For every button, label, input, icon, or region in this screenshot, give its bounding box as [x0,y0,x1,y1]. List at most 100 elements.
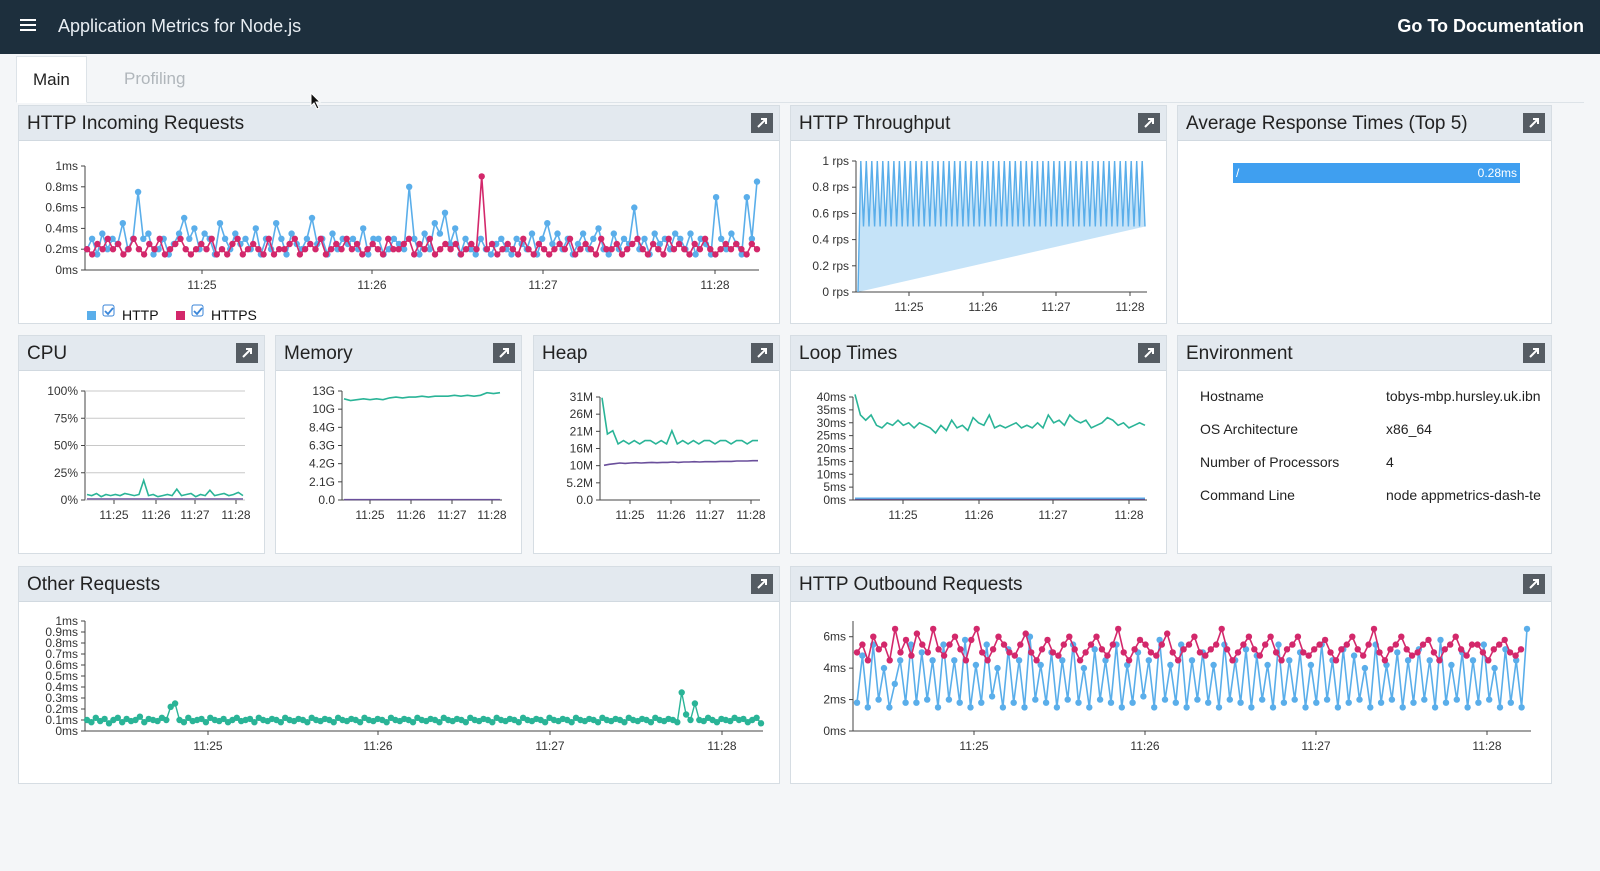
data-point [1464,704,1471,711]
data-point [968,636,975,644]
expand-icon[interactable] [1523,574,1545,594]
data-point [520,235,527,242]
panel-title: Heap [542,343,588,364]
data-point [330,719,337,726]
y-tick-label: 10G [312,402,335,416]
data-point [1338,646,1345,653]
data-point [707,251,715,258]
data-point [317,235,324,242]
data-point [951,657,958,664]
average-response-panel: Average Response Times (Top 5) / 0.28ms [1177,105,1552,324]
data-point [540,246,548,253]
http-incoming-panel: HTTP Incoming Requests 0ms 0.2ms 0.4ms 0.6m… [18,105,780,324]
data-point [681,246,688,253]
y-tick-label: 2ms [823,693,846,707]
y-tick-label: 2.1G [309,475,335,489]
data-point [1075,699,1082,706]
data-point [1463,652,1470,659]
data-point [1178,641,1185,648]
data-point [119,719,126,726]
data-point [859,641,866,648]
data-point [738,251,745,258]
data-point [561,246,568,253]
expand-icon[interactable] [236,343,258,363]
data-point [1437,636,1444,644]
expand-icon[interactable] [1138,113,1160,133]
x-tick-label: 11:26 [968,300,997,314]
data-point [304,719,311,726]
data-point [452,225,459,232]
expand-icon[interactable] [493,343,515,363]
env-processors-value: 4 [1386,454,1394,470]
data-point [94,240,101,248]
data-point [250,240,257,248]
data-point [556,240,563,248]
data-point [1006,649,1013,656]
data-point [1408,652,1416,659]
data-point [590,235,597,242]
y-tick-label: 0.2ms [45,702,78,716]
data-point [1071,646,1078,653]
expand-icon[interactable] [751,113,773,133]
panel-header: HTTP Incoming Requests [19,106,779,141]
data-point [908,652,915,659]
data-point [1313,699,1320,706]
data-point [1365,641,1372,648]
data-point [441,209,449,216]
data-point [727,717,734,725]
y-tick-label: 0.3ms [45,691,78,705]
data-point [92,714,100,721]
data-point [1453,696,1460,703]
data-point [114,714,122,721]
data-point [177,235,184,242]
cpu-panel: CPU 0%25%50%75%100%11:2511:2611:2711:28S… [18,335,265,554]
data-point [686,251,693,258]
tab-profiling[interactable]: Profiling [124,69,186,88]
data-point [924,649,931,656]
tab-main[interactable]: Main [16,56,87,103]
data-point [1523,625,1531,633]
x-tick-label: 11:28 [1115,300,1144,314]
hamburger-icon[interactable] [20,19,36,33]
data-point [1096,696,1104,703]
data-point [1307,661,1315,669]
data-point [535,240,543,248]
data-point [233,714,240,721]
expand-icon[interactable] [1523,113,1545,133]
data-point [641,235,648,242]
data-point [989,646,997,653]
env-command-value: node appmetrics-dash-te [1386,487,1541,503]
y-tick-label: 0.5ms [45,669,78,683]
data-point [605,251,612,258]
data-point [902,699,909,706]
y-tick-label: 21M [570,424,593,438]
x-tick-label: 11:27 [695,508,724,522]
data-point [472,251,479,258]
data-point [935,646,942,653]
expand-icon[interactable] [1523,343,1545,363]
expand-icon[interactable] [1138,343,1160,363]
data-point [1370,625,1378,633]
data-point [182,246,189,253]
y-tick-label: 0.0 [576,493,593,507]
data-point [135,246,143,253]
data-point [244,246,252,253]
y-tick-label: 0.4ms [45,680,78,694]
expand-icon[interactable] [751,574,773,594]
checkbox-icon [102,304,115,317]
data-point [644,251,652,258]
data-point [187,251,195,258]
expand-icon[interactable] [751,343,773,363]
data-point [988,693,996,700]
env-hostname-label: Hostname [1200,388,1264,404]
series-line-https [86,176,758,257]
documentation-link[interactable]: Go To Documentation [1397,16,1584,36]
data-point [1240,641,1247,648]
data-point [140,235,147,242]
data-point [1188,657,1196,664]
data-point [416,240,423,248]
data-point [478,173,485,180]
data-point [1259,696,1266,703]
data-point [119,220,127,227]
